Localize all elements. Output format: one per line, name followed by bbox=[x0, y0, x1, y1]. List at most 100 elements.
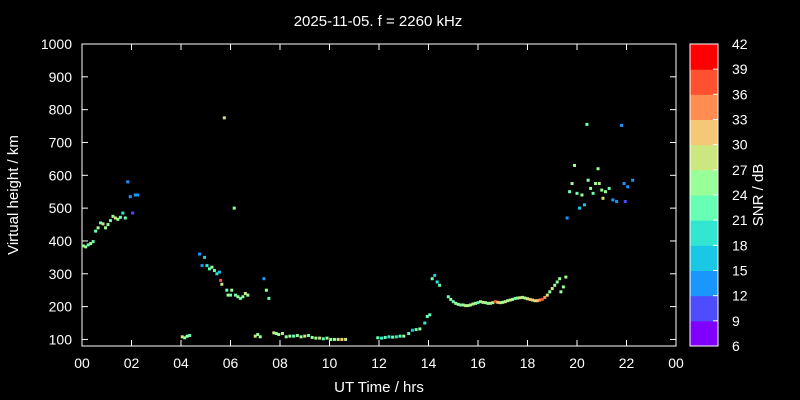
data-point bbox=[246, 293, 250, 297]
data-point bbox=[435, 280, 439, 284]
data-point bbox=[407, 332, 411, 336]
data-point bbox=[483, 301, 487, 305]
data-point bbox=[481, 300, 485, 304]
data-point bbox=[344, 337, 348, 341]
data-point bbox=[391, 335, 395, 339]
data-point bbox=[256, 333, 260, 337]
colorbar-segment bbox=[690, 169, 718, 196]
data-point bbox=[86, 243, 90, 247]
colorbar-tick-label: 21 bbox=[732, 212, 748, 228]
data-point bbox=[131, 211, 135, 215]
data-point bbox=[418, 327, 422, 331]
data-point bbox=[123, 216, 127, 220]
data-point bbox=[478, 300, 482, 304]
data-point bbox=[538, 298, 542, 302]
data-point bbox=[232, 206, 236, 210]
colorbar-segment bbox=[690, 195, 718, 221]
data-point bbox=[207, 267, 211, 271]
data-point bbox=[111, 214, 115, 218]
colorbar-tick-label: 33 bbox=[732, 112, 748, 128]
colorbar-segment bbox=[690, 69, 718, 95]
data-point bbox=[212, 269, 216, 272]
data-point bbox=[379, 336, 383, 340]
data-point bbox=[601, 196, 605, 200]
x-tick-label: 00 bbox=[74, 355, 90, 371]
data-point bbox=[611, 198, 615, 202]
data-point bbox=[503, 300, 507, 304]
colorbar-tick-label: 6 bbox=[732, 338, 740, 354]
colorbar-tick-label: 42 bbox=[732, 36, 748, 52]
y-tick-label: 700 bbox=[49, 134, 73, 150]
data-point bbox=[600, 188, 604, 192]
y-tick-label: 300 bbox=[49, 266, 73, 282]
data-point bbox=[340, 337, 344, 341]
data-point bbox=[521, 295, 525, 299]
data-point bbox=[229, 293, 232, 297]
y-tick-label: 100 bbox=[49, 331, 73, 347]
data-point bbox=[318, 336, 322, 340]
data-point bbox=[528, 297, 532, 301]
data-point bbox=[597, 182, 601, 186]
colorbar-tick-label: 24 bbox=[732, 187, 748, 203]
data-point bbox=[449, 297, 453, 301]
data-point bbox=[99, 221, 103, 225]
data-point bbox=[591, 191, 595, 195]
data-point bbox=[575, 191, 579, 195]
x-tick-label: 16 bbox=[470, 355, 486, 371]
plot-frame bbox=[81, 43, 677, 347]
data-point bbox=[523, 296, 527, 300]
data-point bbox=[133, 193, 137, 197]
data-point bbox=[456, 302, 460, 306]
data-point bbox=[128, 195, 132, 199]
data-point bbox=[321, 337, 325, 341]
data-point bbox=[106, 223, 110, 227]
data-point bbox=[394, 335, 398, 339]
data-point bbox=[402, 334, 406, 338]
data-point bbox=[243, 291, 247, 295]
data-point bbox=[461, 303, 465, 307]
data-point bbox=[518, 296, 522, 300]
data-point bbox=[530, 298, 534, 302]
x-tick-label: 00 bbox=[668, 355, 684, 371]
data-point bbox=[118, 215, 122, 219]
data-point bbox=[220, 282, 224, 286]
data-point bbox=[433, 273, 437, 277]
data-point bbox=[277, 333, 281, 337]
data-point bbox=[553, 283, 557, 287]
data-point bbox=[306, 333, 310, 337]
data-point bbox=[620, 123, 624, 127]
colorbar-segment bbox=[690, 270, 718, 297]
x-tick-label: 22 bbox=[619, 355, 635, 371]
data-point bbox=[414, 328, 418, 332]
colorbar-segment bbox=[690, 220, 718, 246]
x-tick-label: 18 bbox=[520, 355, 536, 371]
data-point bbox=[603, 190, 607, 194]
data-point bbox=[253, 334, 257, 338]
data-point bbox=[200, 264, 204, 268]
y-tick-label: 500 bbox=[49, 200, 73, 216]
data-point bbox=[501, 300, 505, 304]
data-point bbox=[198, 252, 202, 256]
data-point bbox=[210, 265, 214, 269]
data-point bbox=[116, 217, 120, 221]
data-point bbox=[580, 193, 584, 197]
x-tick-label: 02 bbox=[124, 355, 140, 371]
colorbar-segment bbox=[690, 119, 718, 146]
data-point bbox=[387, 335, 391, 339]
data-point bbox=[230, 288, 234, 292]
data-point bbox=[94, 229, 98, 233]
data-point bbox=[336, 337, 340, 341]
data-point bbox=[486, 301, 490, 305]
data-point bbox=[238, 296, 242, 300]
data-point bbox=[533, 299, 537, 303]
colorbar-tick-label: 36 bbox=[732, 86, 748, 102]
data-point bbox=[464, 304, 468, 308]
data-point bbox=[511, 297, 515, 301]
data-point bbox=[622, 182, 626, 186]
data-point bbox=[121, 211, 125, 215]
data-point bbox=[101, 222, 105, 226]
data-point bbox=[81, 244, 85, 248]
data-point bbox=[299, 335, 303, 339]
data-point bbox=[623, 200, 627, 204]
data-point bbox=[96, 226, 100, 230]
